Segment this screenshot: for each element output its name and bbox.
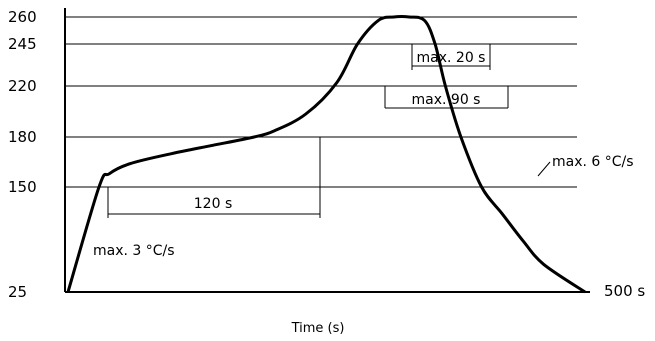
annotation-max-20s: max. 20 s [417, 50, 486, 66]
annotation-120s: 120 s [194, 196, 232, 212]
x-end-label: 500 s [604, 282, 645, 300]
y-tick-labels: 25 150 180 220 245 260 [8, 8, 37, 301]
annotation-max-6cs: max. 6 °C/s [552, 154, 634, 170]
gridlines [65, 16, 577, 188]
temperature-profile-line [66, 15, 586, 294]
y-tick-label-25: 25 [8, 283, 27, 301]
y-tick-label-245: 245 [8, 35, 37, 53]
y-tick-label-180: 180 [8, 128, 37, 146]
y-tick-label-260: 260 [8, 8, 37, 26]
x-axis-title: Time (s) [291, 321, 345, 336]
leader-max-6cs [537, 161, 551, 177]
annotation-max-90s: max. 90 s [412, 92, 481, 108]
dimension-120s [107, 137, 321, 218]
y-tick-label-150: 150 [8, 178, 37, 196]
dimension-max-20s [411, 44, 491, 70]
y-tick-label-220: 220 [8, 77, 37, 95]
annotation-max-3cs: max. 3 °C/s [93, 243, 175, 259]
dimension-max-90s [384, 86, 509, 109]
